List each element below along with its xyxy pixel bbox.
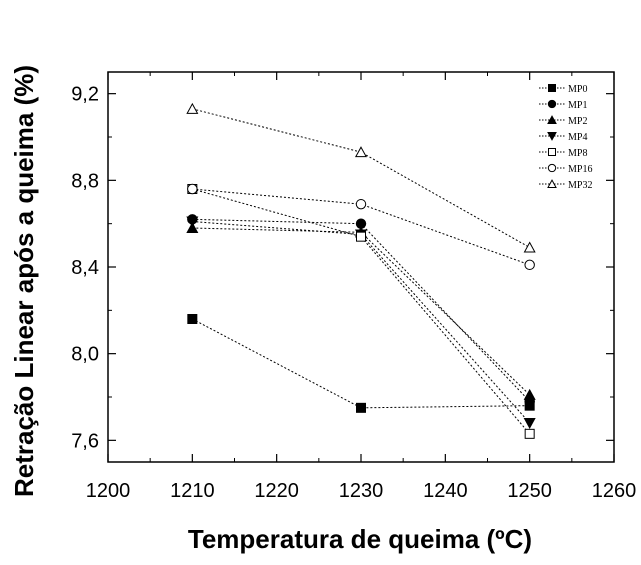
legend-label: MP2	[568, 116, 587, 127]
legend-label: MP8	[568, 148, 587, 159]
legend-marker	[547, 132, 557, 141]
legend-marker	[547, 115, 557, 124]
legend-item: MP8	[539, 148, 587, 159]
series-mp16	[187, 183, 535, 271]
legend-item: MP0	[539, 84, 587, 95]
legend-item: MP1	[539, 99, 587, 111]
legend-item: MP16	[539, 163, 592, 175]
x-tick-label: 1200	[86, 480, 131, 502]
data-point	[356, 402, 366, 413]
series-line	[192, 227, 531, 396]
data-point	[356, 231, 366, 242]
y-tick-label: 9,2	[71, 84, 99, 106]
y-tick-label: 8,0	[71, 344, 99, 366]
data-point	[523, 418, 536, 429]
data-point	[355, 198, 367, 210]
data-point	[354, 146, 368, 158]
x-tick-label: 1250	[507, 480, 552, 502]
series-mp4	[186, 216, 536, 429]
legend-item: MP32	[539, 179, 592, 191]
series-mp32	[186, 102, 536, 253]
y-axis-title: Retração Linear após a queima (%)	[9, 65, 39, 497]
legend-label: MP32	[568, 180, 592, 191]
legend-label: MP4	[568, 132, 587, 143]
series-layer	[186, 102, 536, 439]
x-axis-title: Temperatura de queima (ºC)	[188, 524, 532, 554]
legend-marker	[547, 163, 557, 173]
legend-item: MP4	[539, 132, 587, 143]
data-point	[186, 102, 199, 114]
x-tick-label: 1240	[423, 480, 468, 502]
data-point	[524, 428, 535, 439]
plot-area: 1200 1210 1220 1230 1240 1250 1260 7,6 8,0 8,4 8,8…	[71, 71, 637, 502]
x-tick-label: 1210	[170, 480, 215, 502]
data-point	[187, 183, 198, 195]
data-point	[523, 388, 536, 400]
legend-label: MP1	[568, 100, 587, 111]
y-tick-label: 7,6	[71, 430, 99, 452]
legend-label: MP0	[568, 84, 587, 95]
series-mp2	[186, 222, 536, 400]
legend-marker	[547, 99, 557, 109]
x-tick-label: 1230	[339, 480, 384, 502]
series-line	[192, 318, 530, 409]
y-tick-label: 8,8	[71, 170, 99, 192]
legend-marker	[548, 84, 556, 92]
legend-label: MP16	[568, 164, 592, 175]
series-line	[192, 188, 531, 435]
data-point	[186, 222, 199, 233]
data-point	[523, 241, 536, 253]
data-point	[186, 216, 199, 228]
series-mp1	[187, 214, 535, 407]
legend-marker	[547, 179, 557, 188]
legend: MP0 MP1 MP2 MP4 MP8 MP16 MP32	[539, 84, 592, 191]
x-tick-label: 1220	[254, 480, 299, 502]
series-mp0	[187, 314, 535, 413]
y-tick-label: 8,4	[71, 257, 99, 279]
legend-item: MP2	[539, 115, 587, 127]
series-line	[192, 221, 531, 424]
x-tick-label: 1260	[592, 480, 637, 502]
data-point	[187, 314, 198, 324]
legend-marker	[548, 148, 556, 156]
data-point	[524, 259, 535, 271]
